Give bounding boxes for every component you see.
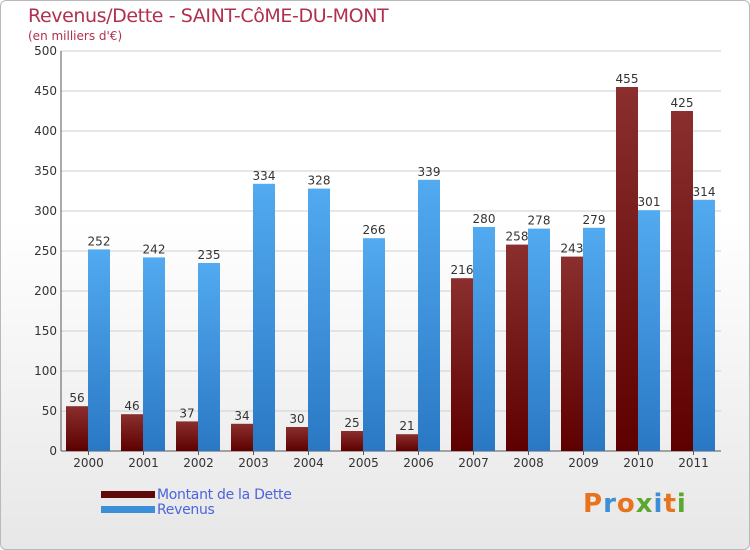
bar-revenus — [198, 263, 220, 451]
logo-letter: r — [603, 489, 617, 519]
logo-letter: t — [663, 489, 677, 519]
logo-letter: o — [616, 489, 636, 519]
data-label-debt: 30 — [289, 412, 304, 426]
data-label-revenus: 252 — [88, 234, 111, 248]
data-label-debt: 21 — [399, 419, 414, 433]
logo-letter: P — [583, 489, 604, 519]
bar-revenus — [693, 199, 715, 451]
data-label-debt: 37 — [179, 406, 194, 420]
bar-revenus — [253, 183, 275, 452]
bar-debt — [396, 434, 418, 451]
y-tick-label: 150 — [34, 324, 57, 338]
y-tick-label: 500 — [34, 44, 57, 58]
x-tick-label: 2003 — [238, 456, 269, 470]
data-label-debt: 25 — [344, 416, 359, 430]
data-label-revenus: 279 — [583, 213, 606, 227]
bar-debt — [231, 423, 253, 451]
data-label-revenus: 278 — [528, 214, 551, 228]
bar-debt — [286, 427, 308, 451]
x-tick-label: 2008 — [513, 456, 544, 470]
proxiti-logo: Proxiti — [583, 489, 687, 519]
bar-debt — [341, 431, 363, 451]
bar-revenus — [418, 179, 440, 452]
x-tick-label: 2001 — [128, 456, 159, 470]
bar-revenus — [473, 227, 495, 451]
data-label-debt: 216 — [451, 263, 474, 277]
data-label-revenus: 339 — [418, 165, 441, 179]
x-tick-label: 2011 — [678, 456, 709, 470]
bar-debt — [506, 244, 528, 451]
data-label-revenus: 301 — [638, 195, 661, 209]
grid-lines — [61, 50, 721, 412]
x-tick-label: 2004 — [293, 456, 324, 470]
y-tick-label: 450 — [34, 84, 57, 98]
data-label-debt: 425 — [671, 96, 694, 110]
bar-debt — [451, 278, 473, 451]
data-label-debt: 34 — [234, 409, 249, 423]
bar-revenus — [638, 210, 660, 451]
x-tick-label: 2007 — [458, 456, 489, 470]
data-label-debt: 56 — [69, 391, 84, 405]
data-label-revenus: 242 — [143, 242, 166, 256]
data-label-revenus: 314 — [693, 185, 716, 199]
chart-title: Revenus/Dette - SAINT-CôME-DU-MONT — [28, 5, 389, 27]
bar-revenus — [88, 249, 110, 451]
x-tick-label: 2006 — [403, 456, 434, 470]
y-tick-label: 300 — [34, 204, 57, 218]
legend-swatch-debt — [101, 491, 155, 498]
bar-debt — [561, 256, 583, 451]
data-label-debt: 243 — [561, 242, 584, 256]
data-label-revenus: 280 — [473, 212, 496, 226]
bar-revenus — [528, 228, 550, 451]
legend-item-revenus: Revenus — [101, 501, 292, 518]
logo-letter: i — [653, 489, 664, 519]
x-tick-label: 2000 — [73, 456, 104, 470]
x-tick-label: 2010 — [623, 456, 654, 470]
x-tick-label: 2005 — [348, 456, 379, 470]
logo-letter: x — [635, 489, 654, 519]
bar-debt — [176, 421, 198, 451]
x-tick-label: 2002 — [183, 456, 214, 470]
axes: 0 50 100 150 200 250 300 350 400 450 500 2000 2001 20… — [34, 44, 721, 470]
legend-label-debt: Montant de la Dette — [157, 486, 292, 503]
legend: Montant de la Dette Revenus — [101, 486, 292, 518]
bar-revenus — [143, 257, 165, 451]
logo-letter: i — [676, 489, 687, 519]
legend-item-debt: Montant de la Dette — [101, 486, 292, 503]
bar-debt — [66, 406, 88, 451]
bar-revenus — [583, 227, 605, 451]
data-label-debt: 455 — [616, 72, 639, 86]
data-label-debt: 46 — [124, 399, 139, 413]
y-tick-label: 50 — [42, 404, 57, 418]
bars — [66, 87, 715, 452]
bar-debt — [121, 414, 143, 451]
chart-subtitle: (en milliers d'€) — [28, 29, 123, 43]
bar-revenus — [308, 188, 330, 451]
data-label-revenus: 235 — [198, 248, 221, 262]
data-label-debt: 258 — [506, 230, 529, 244]
y-tick-label: 100 — [34, 364, 57, 378]
y-tick-label: 400 — [34, 124, 57, 138]
x-tick-label: 2009 — [568, 456, 599, 470]
data-label-revenus: 266 — [363, 223, 386, 237]
data-label-revenus: 334 — [253, 169, 276, 183]
y-tick-label: 0 — [49, 444, 57, 458]
legend-label-revenus: Revenus — [157, 501, 215, 518]
bar-debt — [671, 111, 693, 451]
y-tick-label: 350 — [34, 164, 57, 178]
y-tick-label: 250 — [34, 244, 57, 258]
bar-revenus — [363, 238, 385, 451]
legend-swatch-revenus — [101, 506, 155, 513]
data-label-revenus: 328 — [308, 174, 331, 188]
y-tick-label: 200 — [34, 284, 57, 298]
bar-debt — [616, 87, 638, 451]
data-labels: 56 252 46 242 37 235 34 334 30 328 25 266 21 339 216 28… — [69, 72, 715, 433]
